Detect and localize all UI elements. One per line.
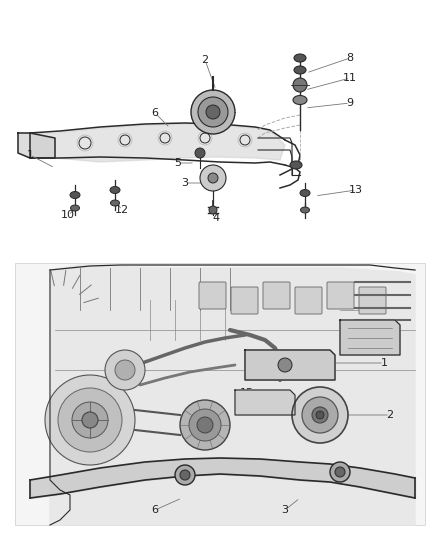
Circle shape [330,462,350,482]
Circle shape [45,375,135,465]
Circle shape [208,173,218,183]
Circle shape [175,465,195,485]
FancyBboxPatch shape [327,282,354,309]
Circle shape [105,350,145,390]
Text: 4: 4 [212,213,219,223]
Text: 3: 3 [282,505,289,515]
Text: 15: 15 [240,388,254,398]
FancyBboxPatch shape [263,282,290,309]
Text: 6: 6 [152,505,159,515]
Circle shape [197,417,213,433]
Text: 2: 2 [201,55,208,65]
Text: 14: 14 [181,423,195,433]
Circle shape [312,407,328,423]
Polygon shape [18,133,55,158]
Ellipse shape [71,205,80,211]
Circle shape [189,409,221,441]
Ellipse shape [300,190,310,197]
Polygon shape [235,390,295,415]
Text: 1: 1 [381,358,388,368]
Circle shape [180,400,230,450]
Circle shape [278,358,292,372]
Circle shape [195,148,205,158]
Text: 2: 2 [386,410,394,420]
Text: 7: 7 [381,333,388,343]
Ellipse shape [300,207,310,213]
Circle shape [293,78,307,92]
FancyBboxPatch shape [359,287,386,314]
Text: 13: 13 [349,185,363,195]
FancyBboxPatch shape [295,287,322,314]
Polygon shape [30,124,285,162]
Ellipse shape [110,187,120,193]
Circle shape [191,90,235,134]
Ellipse shape [294,54,306,62]
Text: 8: 8 [346,53,353,63]
Polygon shape [340,320,400,355]
FancyBboxPatch shape [15,263,425,525]
Text: 12: 12 [115,205,129,215]
Ellipse shape [294,66,306,74]
Ellipse shape [293,95,307,104]
Ellipse shape [70,191,80,198]
FancyBboxPatch shape [199,282,226,309]
Circle shape [292,387,348,443]
Circle shape [209,206,217,214]
Circle shape [58,388,122,452]
Circle shape [198,97,228,127]
Text: 10: 10 [61,210,75,220]
Text: 11: 11 [343,73,357,83]
Circle shape [302,397,338,433]
Circle shape [82,412,98,428]
Text: 9: 9 [346,98,353,108]
Text: 6: 6 [152,108,159,118]
Circle shape [180,470,190,480]
Circle shape [115,360,135,380]
Text: 1: 1 [27,150,33,160]
Circle shape [72,402,108,438]
Text: 3: 3 [181,178,188,188]
Circle shape [335,467,345,477]
Circle shape [316,411,324,419]
Text: 5: 5 [174,158,181,168]
Ellipse shape [110,200,120,206]
Ellipse shape [290,161,302,169]
Polygon shape [245,350,335,380]
Circle shape [200,165,226,191]
FancyBboxPatch shape [231,287,258,314]
Circle shape [206,105,220,119]
Polygon shape [50,265,415,525]
